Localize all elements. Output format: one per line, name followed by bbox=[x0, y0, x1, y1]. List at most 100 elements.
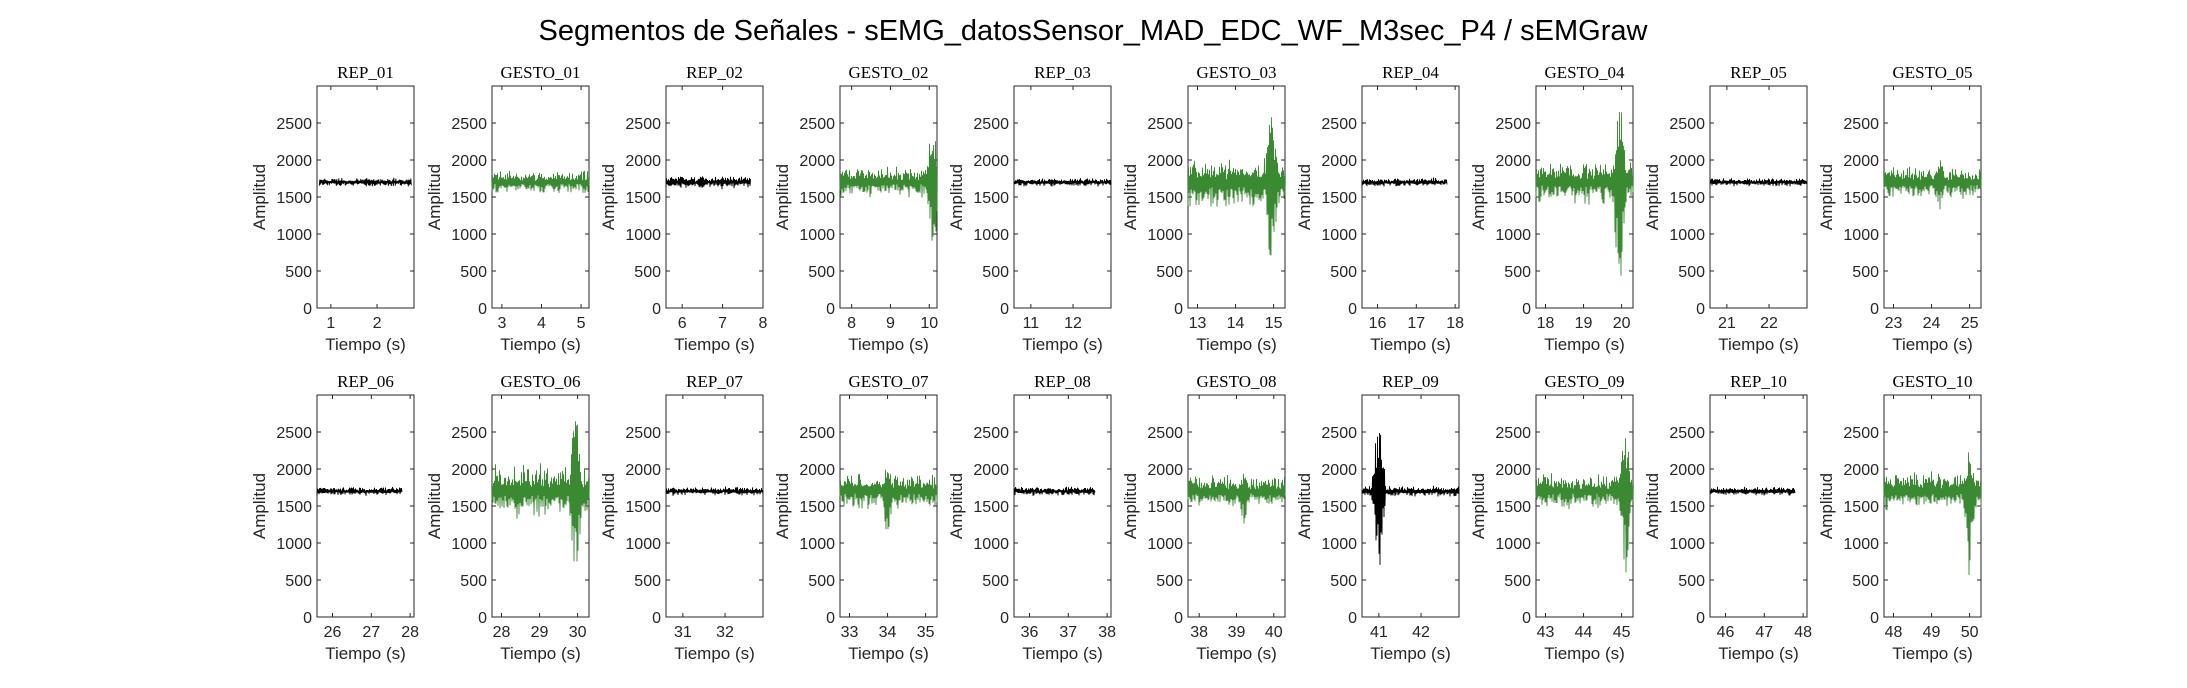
y-tick-label: 500 bbox=[982, 264, 1009, 281]
y-tick-label: 0 bbox=[1870, 610, 1879, 627]
x-tick-label: 44 bbox=[1575, 624, 1593, 641]
y-tick-label: 2500 bbox=[799, 116, 835, 133]
y-axis-label: Amplitud bbox=[1643, 473, 1662, 539]
y-tick-label: 500 bbox=[1678, 573, 1705, 590]
y-tick-label: 1500 bbox=[1669, 190, 1705, 207]
y-axis-label: Amplitud bbox=[1121, 164, 1140, 230]
y-tick-label: 1000 bbox=[451, 536, 487, 553]
x-tick-label: 46 bbox=[1717, 624, 1735, 641]
subplot-title: GESTO_07 bbox=[849, 372, 929, 391]
subplot-title: REP_04 bbox=[1382, 63, 1439, 82]
y-tick-label: 2000 bbox=[1669, 462, 1705, 479]
x-axis-label: Tiempo (s) bbox=[1718, 335, 1799, 354]
y-tick-label: 1000 bbox=[276, 536, 312, 553]
signal-line bbox=[1883, 160, 1982, 210]
x-tick-label: 41 bbox=[1370, 624, 1388, 641]
subplot-title: REP_01 bbox=[337, 63, 394, 82]
signal-line bbox=[491, 170, 590, 193]
y-tick-label: 2500 bbox=[451, 116, 487, 133]
subplot-title: GESTO_08 bbox=[1197, 372, 1277, 391]
subplot: REP_03 0 500 1000 1500 2000 2500 11 12 Tiempo (s)… bbox=[947, 63, 1112, 354]
y-tick-label: 1000 bbox=[1843, 536, 1879, 553]
subplot: GESTO_03 0 500 1000 1500 2000 2500 13 14 15 Tiempo… bbox=[1121, 63, 1286, 354]
y-tick-label: 1000 bbox=[799, 536, 835, 553]
y-axis-label: Amplitud bbox=[773, 473, 792, 539]
y-tick-label: 2000 bbox=[799, 153, 835, 170]
y-tick-label: 1000 bbox=[451, 227, 487, 244]
subplot-title: REP_09 bbox=[1382, 372, 1439, 391]
figure-title: Segmentos de Señales - sEMG_datosSensor_… bbox=[539, 15, 1649, 47]
x-tick-label: 28 bbox=[493, 624, 511, 641]
x-tick-label: 8 bbox=[759, 315, 768, 332]
x-tick-label: 1 bbox=[326, 315, 335, 332]
y-tick-label: 2000 bbox=[1321, 462, 1357, 479]
signal-line bbox=[1187, 473, 1286, 524]
x-tick-label: 22 bbox=[1760, 315, 1778, 332]
signal-line bbox=[839, 469, 938, 530]
y-tick-label: 1500 bbox=[276, 190, 312, 207]
plot-area bbox=[665, 394, 764, 618]
y-tick-label: 1500 bbox=[1495, 499, 1531, 516]
y-tick-label: 1500 bbox=[973, 190, 1009, 207]
x-tick-label: 17 bbox=[1407, 315, 1425, 332]
plot-area bbox=[1709, 85, 1808, 309]
y-tick-label: 2000 bbox=[973, 153, 1009, 170]
x-axis-label: Tiempo (s) bbox=[325, 335, 406, 354]
y-tick-label: 2500 bbox=[973, 116, 1009, 133]
x-tick-label: 48 bbox=[1885, 624, 1903, 641]
subplot-title: GESTO_09 bbox=[1545, 372, 1625, 391]
x-tick-label: 31 bbox=[674, 624, 692, 641]
y-tick-label: 1500 bbox=[1669, 499, 1705, 516]
x-tick-label: 20 bbox=[1613, 315, 1631, 332]
x-tick-label: 23 bbox=[1885, 315, 1903, 332]
y-tick-label: 500 bbox=[1504, 573, 1531, 590]
y-tick-label: 1000 bbox=[1495, 227, 1531, 244]
y-tick-label: 1500 bbox=[451, 190, 487, 207]
y-tick-label: 1000 bbox=[973, 536, 1009, 553]
x-tick-label: 34 bbox=[879, 624, 897, 641]
x-tick-label: 3 bbox=[497, 315, 506, 332]
subplot: REP_05 0 500 1000 1500 2000 2500 21 22 Tiempo (s)… bbox=[1643, 63, 1808, 354]
y-tick-label: 2500 bbox=[1321, 425, 1357, 442]
y-tick-label: 500 bbox=[1330, 264, 1357, 281]
y-tick-label: 0 bbox=[303, 301, 312, 318]
y-axis-label: Amplitud bbox=[599, 164, 618, 230]
x-tick-label: 12 bbox=[1064, 315, 1082, 332]
subplot-title: REP_07 bbox=[686, 372, 743, 391]
y-axis-label: Amplitud bbox=[1817, 473, 1836, 539]
y-tick-label: 2500 bbox=[1669, 425, 1705, 442]
x-tick-label: 5 bbox=[577, 315, 586, 332]
subplot: GESTO_06 0 500 1000 1500 2000 2500 28 29 30 Tiempo… bbox=[425, 372, 590, 663]
y-tick-label: 2500 bbox=[973, 425, 1009, 442]
subplot: GESTO_10 0 500 1000 1500 2000 2500 48 49 50 Tiempo… bbox=[1817, 372, 1982, 663]
plot-area bbox=[316, 394, 415, 618]
y-tick-label: 1500 bbox=[1321, 190, 1357, 207]
y-tick-label: 2000 bbox=[973, 462, 1009, 479]
y-tick-label: 1000 bbox=[1843, 227, 1879, 244]
x-tick-label: 50 bbox=[1961, 624, 1979, 641]
subplot-title: REP_10 bbox=[1730, 372, 1787, 391]
y-tick-label: 0 bbox=[1000, 610, 1009, 627]
y-axis-label: Amplitud bbox=[947, 473, 966, 539]
subplot-title: GESTO_05 bbox=[1893, 63, 1973, 82]
subplot-title: REP_02 bbox=[686, 63, 743, 82]
signal-line bbox=[1013, 486, 1096, 496]
y-tick-label: 2000 bbox=[276, 462, 312, 479]
x-tick-label: 19 bbox=[1575, 315, 1593, 332]
y-axis-label: Amplitud bbox=[1121, 473, 1140, 539]
subplot: REP_01 0 500 1000 1500 2000 2500 1 2 Tiempo (s) Am… bbox=[250, 63, 415, 354]
x-tick-label: 36 bbox=[1021, 624, 1039, 641]
y-tick-label: 2500 bbox=[1147, 116, 1183, 133]
y-tick-label: 500 bbox=[634, 573, 661, 590]
y-tick-label: 2000 bbox=[799, 462, 835, 479]
y-tick-label: 2000 bbox=[1843, 462, 1879, 479]
y-tick-label: 0 bbox=[1870, 301, 1879, 318]
y-tick-label: 0 bbox=[303, 610, 312, 627]
y-tick-label: 1500 bbox=[1495, 190, 1531, 207]
x-axis-label: Tiempo (s) bbox=[848, 335, 929, 354]
x-tick-label: 18 bbox=[1446, 315, 1464, 332]
y-tick-label: 1000 bbox=[1147, 227, 1183, 244]
y-tick-label: 500 bbox=[1156, 573, 1183, 590]
y-tick-label: 2000 bbox=[1669, 153, 1705, 170]
